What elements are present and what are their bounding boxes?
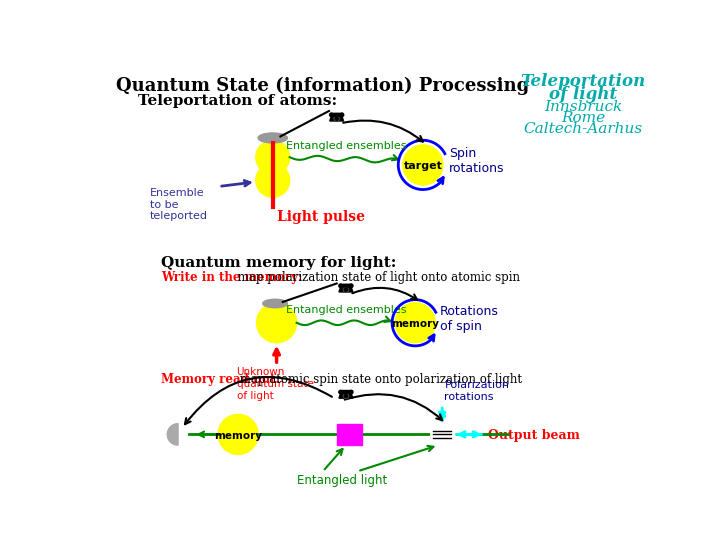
Text: Write in the memory:: Write in the memory: <box>161 271 302 284</box>
Text: Output beam: Output beam <box>488 429 580 442</box>
Circle shape <box>344 288 348 291</box>
Circle shape <box>256 303 297 343</box>
FancyBboxPatch shape <box>340 390 351 393</box>
Polygon shape <box>339 394 353 398</box>
Text: Memory read-out:: Memory read-out: <box>161 373 280 386</box>
Circle shape <box>395 303 435 343</box>
Text: Innsbruck: Innsbruck <box>544 100 622 114</box>
Circle shape <box>256 140 289 174</box>
FancyBboxPatch shape <box>340 284 351 287</box>
Text: Entangled ensembles: Entangled ensembles <box>286 305 406 315</box>
Text: Teleportation of atoms:: Teleportation of atoms: <box>138 94 337 108</box>
Wedge shape <box>167 423 178 445</box>
Text: Teleportation: Teleportation <box>521 72 646 90</box>
Ellipse shape <box>258 133 287 143</box>
Bar <box>431 423 454 445</box>
Circle shape <box>256 164 289 197</box>
Ellipse shape <box>263 299 287 308</box>
Text: Rotations
of spin: Rotations of spin <box>440 305 499 333</box>
Text: Ensemble
to be
teleported: Ensemble to be teleported <box>150 188 207 221</box>
Text: Polarization
rotations: Polarization rotations <box>444 381 510 402</box>
Circle shape <box>339 284 342 287</box>
FancyBboxPatch shape <box>331 113 343 116</box>
Text: target: target <box>403 161 442 171</box>
Text: Entangled light: Entangled light <box>297 475 387 488</box>
Circle shape <box>330 113 333 117</box>
Text: Spin
rotations: Spin rotations <box>449 147 505 175</box>
Bar <box>338 423 362 445</box>
Circle shape <box>334 116 339 122</box>
Text: Rome: Rome <box>561 111 605 125</box>
Text: Light pulse: Light pulse <box>276 210 364 224</box>
Polygon shape <box>339 287 353 292</box>
Text: Quantum memory for light:: Quantum memory for light: <box>161 256 397 270</box>
Text: map atomic spin state onto polarization of light: map atomic spin state onto polarization … <box>235 373 522 386</box>
Text: memory: memory <box>391 319 439 329</box>
Text: memory: memory <box>214 431 262 441</box>
Circle shape <box>343 393 348 399</box>
Circle shape <box>403 145 443 185</box>
Text: Caltech-Aarhus: Caltech-Aarhus <box>523 122 643 136</box>
Text: map polarization state of light onto atomic spin: map polarization state of light onto ato… <box>234 271 521 284</box>
Circle shape <box>350 284 353 287</box>
Text: Unknown
quantum state
of light: Unknown quantum state of light <box>237 367 313 401</box>
Circle shape <box>339 390 342 394</box>
Circle shape <box>218 414 258 455</box>
Circle shape <box>350 390 353 394</box>
Text: Entangled ensembles: Entangled ensembles <box>286 141 406 151</box>
Circle shape <box>341 113 343 117</box>
Circle shape <box>344 394 348 397</box>
Text: of light: of light <box>549 85 617 103</box>
Circle shape <box>335 117 338 120</box>
Circle shape <box>343 287 348 292</box>
Text: Quantum State (information) Processing: Quantum State (information) Processing <box>116 77 529 96</box>
Polygon shape <box>330 117 343 121</box>
